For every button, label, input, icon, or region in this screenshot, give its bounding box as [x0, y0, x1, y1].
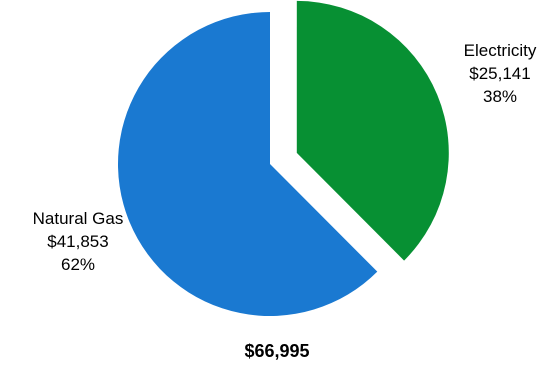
electricity-percent: 38% — [482, 87, 518, 106]
electricity-name: Electricity — [463, 41, 537, 60]
electricity-value: $25,141 — [469, 64, 531, 83]
pie-slice-electricity — [296, 0, 449, 261]
chart-total: $66,995 — [244, 341, 310, 361]
natural-gas-percent: 62% — [60, 255, 96, 274]
data-label-natural-gas: Natural Gas $41,853 62% — [0, 207, 156, 276]
data-label-electricity: Electricity $25,141 38% — [446, 39, 554, 108]
natural-gas-value: $41,853 — [47, 232, 109, 251]
pie-slice-natural-gas — [118, 12, 378, 316]
natural-gas-name: Natural Gas — [32, 209, 124, 228]
